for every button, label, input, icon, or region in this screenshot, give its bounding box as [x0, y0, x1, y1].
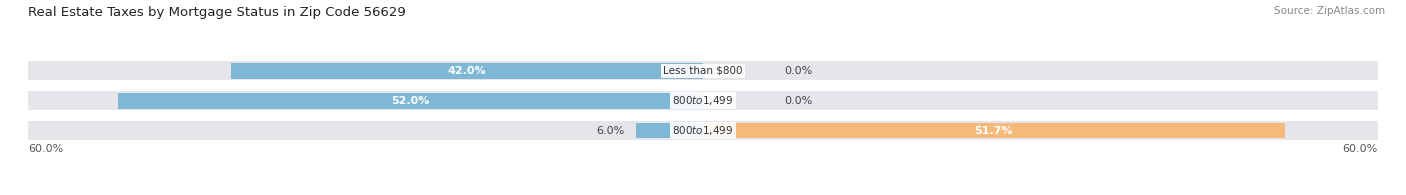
Bar — [28, 121, 1378, 140]
Text: 60.0%: 60.0% — [1343, 144, 1378, 154]
Bar — [636, 123, 703, 138]
Text: 51.7%: 51.7% — [974, 126, 1012, 136]
Text: $800 to $1,499: $800 to $1,499 — [672, 124, 734, 137]
Text: Real Estate Taxes by Mortgage Status in Zip Code 56629: Real Estate Taxes by Mortgage Status in … — [28, 6, 406, 19]
Text: 6.0%: 6.0% — [596, 126, 624, 136]
Bar — [703, 123, 1285, 138]
Text: 60.0%: 60.0% — [28, 144, 63, 154]
Legend: Without Mortgage, With Mortgage: Without Mortgage, With Mortgage — [588, 192, 818, 195]
Text: 0.0%: 0.0% — [785, 66, 813, 76]
Text: $800 to $1,499: $800 to $1,499 — [672, 94, 734, 107]
Bar — [231, 63, 703, 79]
Bar — [28, 91, 1378, 110]
Text: 52.0%: 52.0% — [391, 96, 430, 106]
Text: 42.0%: 42.0% — [447, 66, 486, 76]
Text: Less than $800: Less than $800 — [664, 66, 742, 76]
Bar — [28, 61, 1378, 81]
Text: 0.0%: 0.0% — [785, 96, 813, 106]
Bar — [118, 93, 703, 109]
Text: Source: ZipAtlas.com: Source: ZipAtlas.com — [1274, 6, 1385, 16]
